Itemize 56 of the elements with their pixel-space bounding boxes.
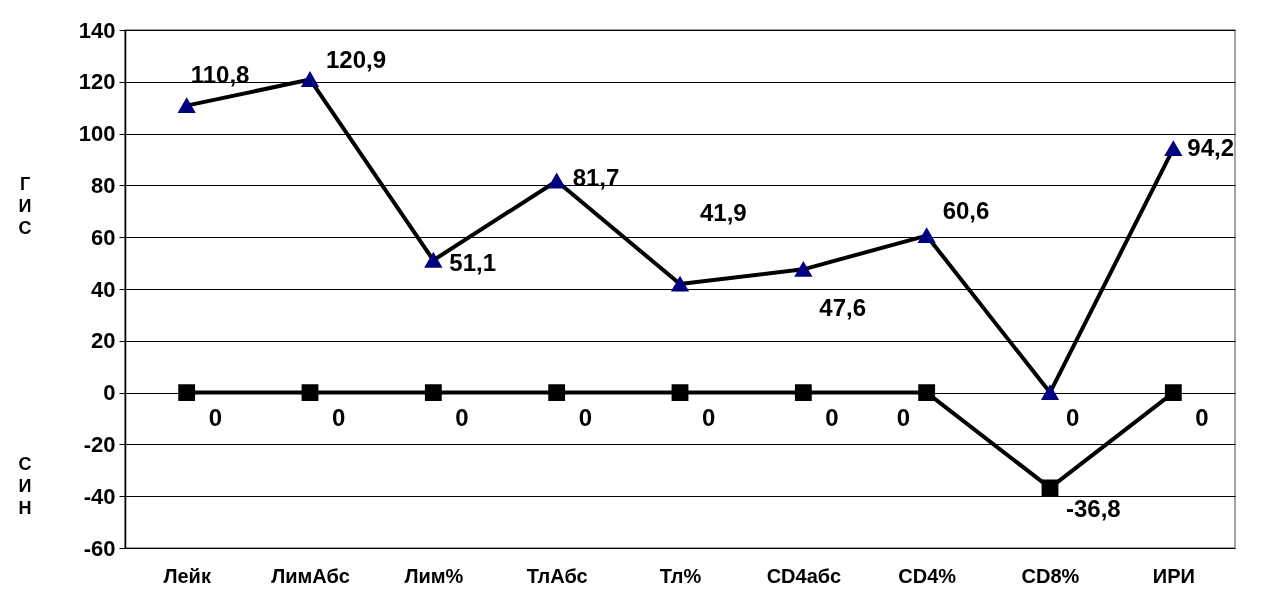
y-tick-label: 0 xyxy=(103,380,116,406)
y-tick-label: -60 xyxy=(83,535,116,561)
y-tick-label: 20 xyxy=(91,328,116,354)
data-label: 0 xyxy=(1066,403,1080,431)
point xyxy=(918,228,936,244)
y-tick-label: 120 xyxy=(78,69,116,95)
point xyxy=(671,384,689,402)
data-label: 0 xyxy=(332,403,346,431)
point xyxy=(178,98,196,114)
point xyxy=(548,173,566,189)
point xyxy=(178,384,196,402)
x-tick-label: CD8% xyxy=(1021,564,1080,587)
data-label: -36,8 xyxy=(1066,494,1121,522)
y-tick-label: 100 xyxy=(78,121,116,147)
y-tick-label: 140 xyxy=(78,17,116,43)
x-tick-label: CD4абс xyxy=(766,564,842,587)
x-tick-label: CD4% xyxy=(898,564,957,587)
point xyxy=(918,384,936,402)
y-tick-label: -20 xyxy=(83,431,116,457)
y-axis-title: ГИС xyxy=(18,174,32,239)
text: СИН xyxy=(18,454,32,519)
point xyxy=(1164,141,1182,157)
data-label: 0 xyxy=(1195,403,1209,431)
point xyxy=(301,72,319,87)
data-label: 47,6 xyxy=(819,294,867,322)
point xyxy=(794,261,812,277)
data-label: 0 xyxy=(825,403,839,431)
data-label: 0 xyxy=(455,403,469,431)
y-tick-label: 80 xyxy=(91,172,116,198)
point xyxy=(1041,385,1059,401)
data-label: 0 xyxy=(896,403,911,431)
x-tick-label: Лим% xyxy=(404,564,464,587)
x-tick-label: ИРИ xyxy=(1152,564,1195,587)
data-label: 0 xyxy=(208,403,223,431)
data-label: 0 xyxy=(578,403,593,431)
y-tick-label: -40 xyxy=(83,483,116,509)
point xyxy=(424,384,442,402)
data-label: 41,9 xyxy=(700,199,747,227)
point xyxy=(671,276,689,292)
data-label: 60,6 xyxy=(942,196,990,224)
data-label: 0 xyxy=(702,403,716,431)
x-tick-label: Тл% xyxy=(659,564,702,587)
point xyxy=(1164,384,1182,402)
data-label: 94,2 xyxy=(1187,133,1235,161)
x-tick-label: ЛимАбс xyxy=(271,564,350,587)
data-label: 120,9 xyxy=(326,46,387,74)
point xyxy=(301,384,319,402)
point xyxy=(794,384,812,402)
y-tick-label: 40 xyxy=(91,276,116,302)
x-tick-label: ТлАбс xyxy=(526,564,588,587)
y-tick-label: 60 xyxy=(91,224,116,250)
data-label: 51,1 xyxy=(449,249,497,277)
point xyxy=(1041,479,1059,497)
x-tick-label: Лейк xyxy=(163,564,212,587)
point xyxy=(548,384,566,402)
point xyxy=(424,252,442,268)
